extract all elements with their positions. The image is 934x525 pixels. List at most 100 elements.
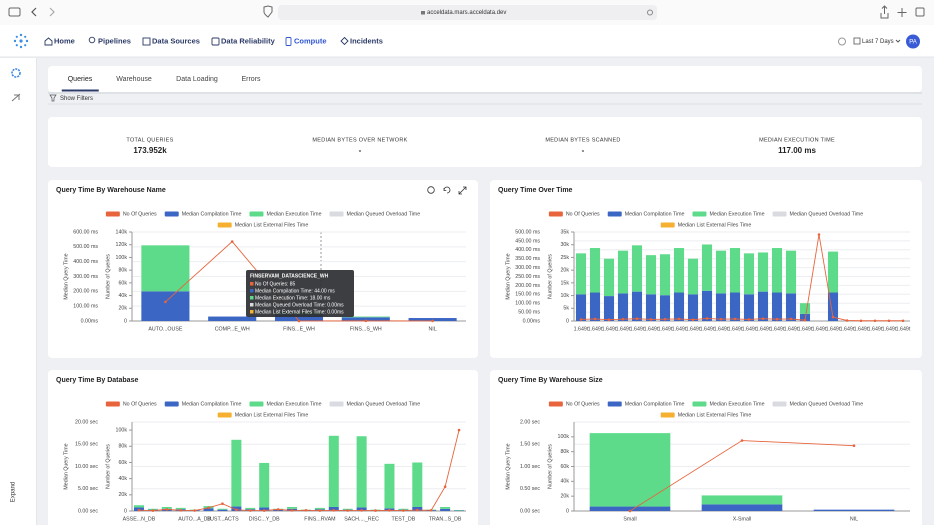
y2-tick-label: 120k [116,242,128,248]
bar [259,462,270,508]
y-tick-label: 0.00ms [81,318,99,324]
y-tick-label: 350.00 ms [515,256,540,262]
info-icon[interactable] [427,186,435,194]
y2-tick-label: 0 [566,508,569,514]
rocket-sidebar-icon[interactable] [11,93,21,102]
tab[interactable]: Queries [68,76,93,83]
legend-label: No Of Queries [123,401,157,407]
avatar[interactable] [906,34,920,49]
legend-swatch [607,211,622,217]
incidents-icon [340,36,349,46]
bar [440,506,451,509]
y2-axis-label: Number of Queries [105,444,111,489]
nav-item[interactable]: Compute [294,36,327,45]
nav-item[interactable]: Incidents [350,36,383,45]
nav-item[interactable]: Data Reliability [221,36,276,45]
y2-tick-label: 0 [124,318,127,324]
sidebar-toggle[interactable] [8,7,21,17]
bar [259,507,270,511]
y2-tick-label: 40k [118,293,127,299]
line-point [677,317,681,321]
bar [687,258,699,295]
nav-item[interactable]: Pipelines [98,36,131,45]
bar [133,505,144,508]
line-point [165,508,169,511]
url-field[interactable] [278,5,657,20]
bar [631,245,643,292]
x-tick-label: 1.649t [742,326,757,332]
line-point [429,508,433,512]
compute-sidebar-icon[interactable] [11,68,21,78]
line-point [852,444,856,448]
bar [603,296,615,321]
data-reliability-icon [211,37,220,46]
bar [617,293,629,321]
share-icon[interactable] [880,5,889,19]
y2-tick-label: 5k [563,306,569,312]
expand-label[interactable]: Expand [11,482,17,502]
show-filters[interactable]: Show Filters [60,96,93,102]
x-tick-label: 1.649t [588,326,603,332]
expand-icon[interactable] [458,186,467,195]
tooltip: FINSERVAM_DATASCIENCE_WH No Of Queries: … [246,270,354,317]
legend-label: Median Compilation Time [625,401,685,407]
x-tick-label: 1.649t [700,326,715,332]
bar [645,255,657,295]
x-tick-label: 1.649t [882,326,897,332]
reload-icon[interactable] [647,9,653,16]
x-tick-label: 1.649t [686,326,701,332]
url: acceldata.mars.acceldata.dev [427,10,506,16]
legend-swatch [329,211,344,217]
legend-swatch [249,401,264,407]
y2-tick-label: 60k [560,464,569,470]
x-tick-label: 1.649t [840,326,855,332]
line-point [207,506,210,510]
tab[interactable]: Warehouse [116,76,152,83]
line-point [593,317,597,321]
legend-swatch [249,211,264,217]
y2-tick-label: 100k [116,427,128,433]
y2-tick-label: 60k [118,280,127,286]
tab[interactable]: Errors [241,76,261,83]
back-button[interactable] [31,7,37,17]
refresh-icon[interactable] [443,186,451,194]
bar [743,294,755,321]
y-tick-label: 250.00 ms [515,274,540,280]
bar [757,291,769,321]
legend-label: Median List External Files Time [235,222,309,228]
x-tick-label: NIL [428,326,436,332]
logo-dot [15,44,18,47]
x-tick-label: Small [623,516,636,522]
tooltip-line: Median Queued Overload Time: 0.00ms [255,302,344,308]
bar [175,507,186,510]
x-tick-label: FINS...S_WH [350,326,382,332]
nav-item[interactable]: Data Sources [152,36,200,45]
bar [274,314,324,321]
nav-item[interactable]: Home [54,36,75,45]
line [138,429,460,512]
forward-button[interactable] [49,7,55,17]
kpi-value: - [582,146,585,155]
tab[interactable]: Data Loading [176,76,218,83]
y2-tick-label: 100k [558,434,570,440]
settings-icon[interactable] [838,37,846,46]
sidebar [0,58,36,525]
tooltip-title: FINSERVAM_DATASCIENCE_WH [250,273,329,279]
legend-label: Median List External Files Time [678,412,752,418]
date-range[interactable]: Last 7 Days [862,39,894,45]
bar [743,253,755,295]
legend-swatch [217,222,232,228]
data-sources-icon [142,37,151,46]
y-axis-label: Median Query Time [63,253,69,299]
y-tick-label: 20.00 sec [75,419,98,425]
date-range-chevron[interactable] [895,39,901,43]
x-tick-label: SACH...._REC [344,516,379,522]
tooltip-line: Median List External Files Time: 0.00ms [255,309,344,315]
shield-icon [263,5,273,18]
bar [799,313,811,321]
legend-swatch [164,211,179,217]
x-tick-label: 1.649t [616,326,631,332]
new-tab-icon[interactable] [897,8,907,17]
tooltip-swatch [250,289,254,293]
tabs-icon[interactable] [915,7,925,17]
